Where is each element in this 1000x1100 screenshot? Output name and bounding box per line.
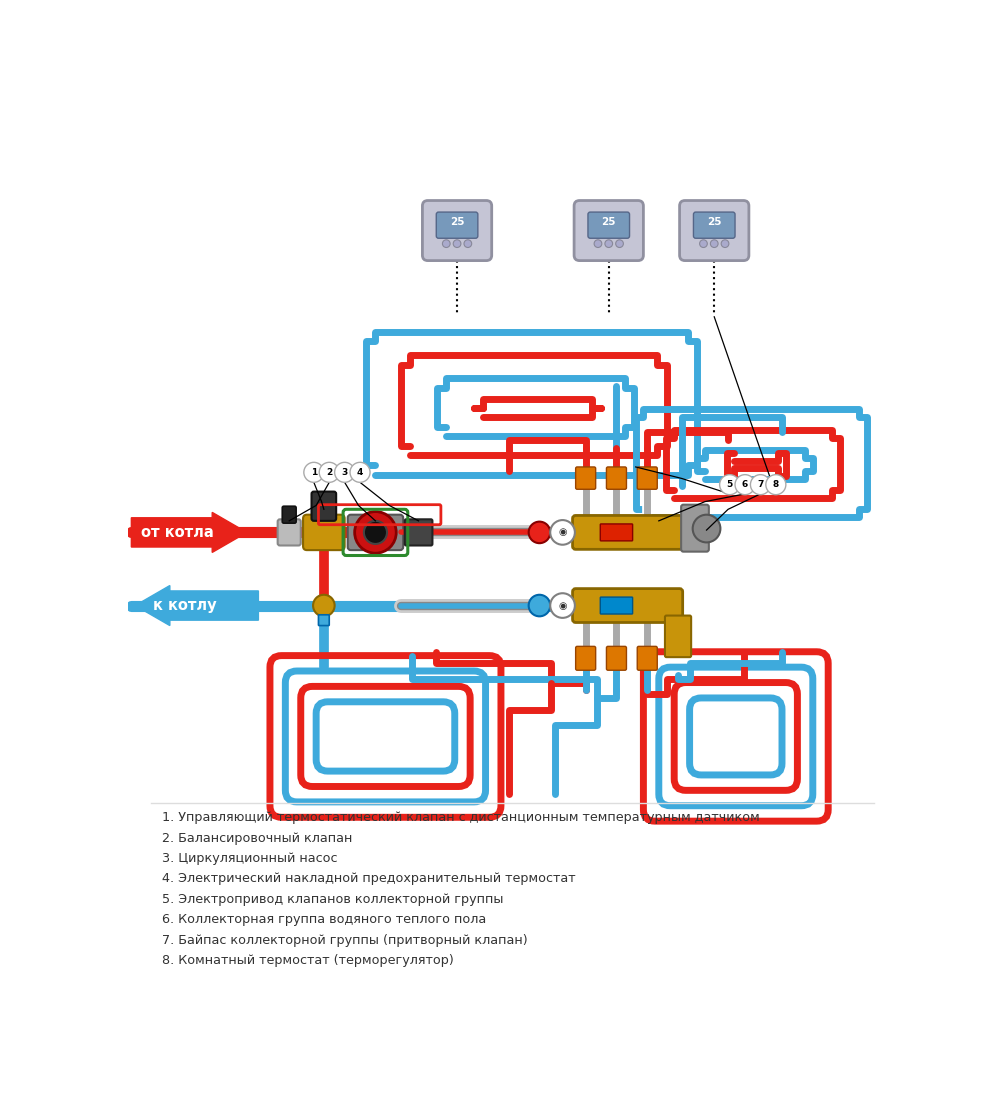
Text: 25: 25 (602, 217, 616, 227)
FancyBboxPatch shape (606, 647, 626, 670)
FancyBboxPatch shape (576, 647, 596, 670)
Text: 5: 5 (727, 481, 733, 490)
FancyBboxPatch shape (600, 524, 633, 541)
Circle shape (335, 462, 355, 482)
Text: 1. Управляющий термостатический клапан с дистанционным температурным датчиком: 1. Управляющий термостатический клапан с… (162, 811, 760, 824)
Text: 4. Электрический накладной предохранительный термостат: 4. Электрический накладной предохранител… (162, 872, 576, 886)
Circle shape (364, 521, 387, 544)
Circle shape (304, 462, 324, 482)
Text: 3. Циркуляционный насос: 3. Циркуляционный насос (162, 851, 338, 865)
Text: 6: 6 (742, 481, 748, 490)
Text: к котлу: к котлу (153, 598, 217, 613)
FancyBboxPatch shape (681, 505, 709, 552)
Circle shape (750, 475, 770, 495)
FancyBboxPatch shape (576, 466, 596, 490)
Circle shape (319, 462, 339, 482)
Circle shape (720, 475, 740, 495)
Circle shape (700, 240, 707, 248)
Text: 8. Комнатный термостат (терморегулятор): 8. Комнатный термостат (терморегулятор) (162, 954, 454, 967)
FancyBboxPatch shape (278, 519, 301, 546)
Text: 2: 2 (326, 468, 332, 476)
FancyBboxPatch shape (348, 515, 403, 550)
Text: ◉: ◉ (558, 601, 567, 610)
FancyArrow shape (135, 585, 258, 626)
Circle shape (616, 240, 623, 248)
Circle shape (605, 240, 613, 248)
Text: 6. Коллекторная группа водяного теплого пола: 6. Коллекторная группа водяного теплого … (162, 913, 486, 926)
Circle shape (735, 475, 755, 495)
FancyBboxPatch shape (574, 200, 643, 261)
Circle shape (721, 240, 729, 248)
Circle shape (529, 595, 550, 616)
FancyBboxPatch shape (693, 212, 735, 239)
FancyBboxPatch shape (665, 616, 691, 657)
FancyBboxPatch shape (637, 647, 657, 670)
Circle shape (313, 595, 335, 616)
FancyBboxPatch shape (405, 519, 432, 546)
FancyBboxPatch shape (303, 515, 345, 550)
Text: 3: 3 (342, 468, 348, 476)
FancyBboxPatch shape (436, 212, 478, 239)
Circle shape (550, 520, 575, 544)
Text: 2. Балансировочный клапан: 2. Балансировочный клапан (162, 832, 353, 845)
Circle shape (766, 475, 786, 495)
Circle shape (464, 240, 472, 248)
FancyBboxPatch shape (680, 200, 749, 261)
FancyBboxPatch shape (312, 492, 336, 521)
Circle shape (442, 240, 450, 248)
FancyBboxPatch shape (588, 212, 630, 239)
FancyBboxPatch shape (573, 588, 683, 623)
FancyBboxPatch shape (600, 597, 633, 614)
Text: 5. Электропривод клапанов коллекторной группы: 5. Электропривод клапанов коллекторной г… (162, 893, 504, 905)
FancyArrow shape (131, 513, 247, 552)
Circle shape (453, 240, 461, 248)
Circle shape (693, 515, 720, 542)
Circle shape (710, 240, 718, 248)
Circle shape (350, 462, 370, 482)
Text: 1: 1 (311, 468, 317, 476)
Text: 8: 8 (773, 481, 779, 490)
Text: 25: 25 (450, 217, 464, 227)
FancyBboxPatch shape (637, 466, 657, 490)
FancyBboxPatch shape (573, 516, 683, 549)
FancyBboxPatch shape (282, 506, 296, 524)
FancyBboxPatch shape (422, 200, 492, 261)
Circle shape (529, 521, 550, 543)
Text: 25: 25 (707, 217, 721, 227)
FancyBboxPatch shape (318, 615, 329, 626)
Circle shape (355, 512, 396, 553)
Text: от котла: от котла (141, 525, 214, 540)
Text: ◉: ◉ (558, 527, 567, 538)
FancyBboxPatch shape (606, 466, 626, 490)
Text: 7: 7 (757, 481, 764, 490)
Circle shape (550, 593, 575, 618)
Text: 7. Байпас коллекторной группы (притворный клапан): 7. Байпас коллекторной группы (притворны… (162, 934, 528, 947)
Text: 4: 4 (357, 468, 363, 476)
Circle shape (594, 240, 602, 248)
